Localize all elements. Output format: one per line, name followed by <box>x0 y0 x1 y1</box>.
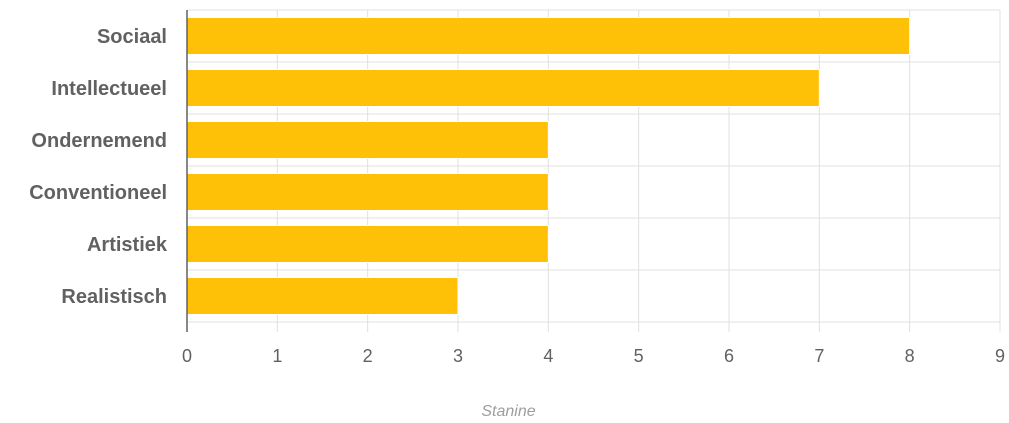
x-axis-title: Stanine <box>481 403 535 420</box>
x-tick-labels: 0 1 2 3 4 5 6 7 8 9 <box>182 346 1005 366</box>
category-label: Artistiek <box>87 234 168 256</box>
x-tick-label: 9 <box>995 346 1005 366</box>
category-label: Sociaal <box>97 26 167 48</box>
x-tick-label: 1 <box>272 346 282 366</box>
category-label: Intellectueel <box>51 78 167 100</box>
x-tick-label: 8 <box>905 346 915 366</box>
x-tick-label: 3 <box>453 346 463 366</box>
category-label: Conventioneel <box>29 182 167 204</box>
x-tick-label: 0 <box>182 346 192 366</box>
bar <box>187 122 548 159</box>
x-tick-label: 4 <box>543 346 553 366</box>
category-label: Realistisch <box>61 286 167 308</box>
bar <box>187 70 819 107</box>
x-tick-label: 7 <box>814 346 824 366</box>
x-tick-label: 2 <box>363 346 373 366</box>
category-label: Ondernemend <box>31 130 167 152</box>
bar <box>187 18 910 55</box>
x-tick-label: 6 <box>724 346 734 366</box>
bar <box>187 226 548 263</box>
bar <box>187 278 458 315</box>
category-labels: Sociaal Intellectueel Ondernemend Conventio… <box>29 26 168 308</box>
bar <box>187 174 548 211</box>
x-tick-label: 5 <box>634 346 644 366</box>
